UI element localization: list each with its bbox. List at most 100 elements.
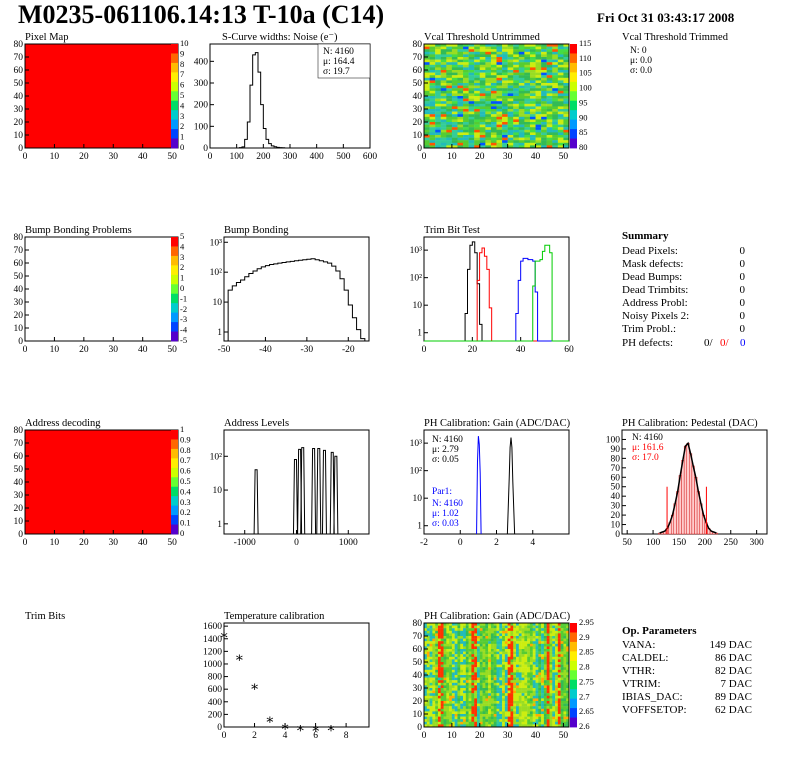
ph-gain-map-cell bbox=[440, 698, 444, 702]
ph-gain-map-cell bbox=[488, 708, 492, 712]
ph-gain-map-cell bbox=[513, 651, 517, 655]
ph-gain-map-cell bbox=[432, 706, 436, 709]
ph-gain-map-cell bbox=[463, 724, 467, 728]
ph-gain-map-cell bbox=[485, 625, 489, 629]
ph-gain-map-cell bbox=[496, 695, 500, 699]
vcal-cell bbox=[541, 83, 547, 86]
ph-gain-map-cell bbox=[538, 659, 542, 663]
ph-gain-map-cell bbox=[555, 654, 559, 657]
vcal-cell bbox=[468, 109, 475, 112]
vcal-cell bbox=[474, 101, 480, 104]
ph-gain-map-cell bbox=[488, 643, 492, 647]
vcal-cell bbox=[451, 103, 458, 107]
vcal-cell bbox=[490, 140, 497, 143]
ph-gain-map-cell bbox=[549, 685, 553, 689]
ph-gain-map-cell bbox=[538, 714, 542, 717]
bump-problems-xtick-label: 40 bbox=[138, 345, 148, 355]
ph-gain-map-cell bbox=[563, 669, 567, 673]
ph-gain-map-cell bbox=[460, 669, 464, 673]
ph-gain-map-cell bbox=[563, 701, 567, 704]
ph-gain-map-cell bbox=[529, 630, 533, 634]
ph-gain-map-cell bbox=[513, 630, 517, 634]
ph-gain-map-cell bbox=[538, 706, 542, 709]
ph-gain-map-cell bbox=[549, 708, 553, 712]
ph-gain-map-cell bbox=[446, 682, 450, 686]
bump-problems-palette-label: -2 bbox=[180, 304, 187, 314]
vcal-cell bbox=[535, 62, 542, 65]
ph-gain-map-cell bbox=[524, 638, 528, 642]
vcal-cell bbox=[496, 46, 503, 50]
vcal-cell bbox=[424, 103, 430, 107]
ph-gain-map-cell bbox=[468, 680, 472, 683]
vcal-cell bbox=[546, 140, 553, 143]
ph-gain-map-cell bbox=[507, 651, 511, 655]
ph-gain-map-cell bbox=[471, 706, 475, 709]
ph-gain-map-cell bbox=[440, 656, 444, 660]
ph-gain-map-cell bbox=[560, 662, 564, 665]
ph-gain-map-cell bbox=[496, 672, 500, 676]
vcal-cell bbox=[490, 116, 497, 120]
ph-gain-map-cell bbox=[440, 716, 444, 720]
vcal-cell bbox=[529, 116, 536, 120]
bump-problems-palette-label: 4 bbox=[180, 241, 185, 251]
vcal-untrimmed-xtick-label: 0 bbox=[422, 152, 427, 162]
vcal-untrimmed-xtick-label: 10 bbox=[447, 152, 457, 162]
ph-gain-map-cell bbox=[546, 667, 550, 670]
ph-gain-map-cell bbox=[566, 623, 570, 626]
ph-gain-map-cell bbox=[463, 688, 467, 691]
ph-gain-map-cell bbox=[524, 625, 528, 629]
vcal-cell bbox=[468, 70, 475, 73]
vcal-cell bbox=[424, 64, 430, 68]
ph-gain-map-cell bbox=[457, 630, 461, 634]
vcal-palette-label: 85 bbox=[579, 127, 588, 137]
trim-bit-test-xtick-label: 0 bbox=[422, 345, 427, 355]
ph-gain-map-cell bbox=[488, 664, 492, 668]
vcal-cell bbox=[440, 132, 447, 136]
vcal-cell bbox=[507, 101, 514, 104]
ph-gain-map-cell bbox=[557, 636, 561, 639]
ph-gain-map-cell bbox=[555, 693, 559, 696]
ph-gain-map-cell bbox=[524, 656, 528, 660]
ph-gain-map-cell bbox=[541, 636, 545, 639]
ph-gain-map-cell bbox=[457, 664, 461, 668]
ph-gain-map-cell bbox=[516, 669, 520, 673]
vcal-cell bbox=[429, 101, 436, 104]
vcal-cell bbox=[507, 119, 514, 123]
ph-gain-map-cell bbox=[513, 625, 517, 629]
ph-gain-map-cell bbox=[429, 656, 433, 660]
vcal-cell bbox=[479, 64, 486, 68]
summary-ph-label: PH defects: bbox=[622, 337, 673, 349]
vcal-cell bbox=[468, 127, 475, 130]
ph-gain-map-cell bbox=[460, 719, 464, 722]
ph-gain-map-cell bbox=[499, 656, 503, 660]
ph-gain-map-cell bbox=[513, 646, 517, 650]
ph-gain-map-cell bbox=[451, 724, 455, 728]
vcal-cell bbox=[468, 54, 475, 58]
vcal-cell bbox=[463, 59, 469, 63]
ph-gain-map-cell bbox=[424, 675, 427, 678]
vcal-cell bbox=[468, 77, 475, 81]
vcal-cell bbox=[518, 109, 525, 112]
vcal-cell bbox=[502, 106, 508, 110]
vcal-cell bbox=[435, 46, 441, 50]
bump-bonding-ytick-label: 10 bbox=[213, 298, 223, 308]
vcal-cell bbox=[424, 80, 430, 84]
vcal-cell bbox=[457, 93, 464, 97]
ph-gain-map-cell bbox=[529, 716, 533, 720]
vcal-cell bbox=[507, 88, 514, 91]
ph-gain-map-palette-label: 2.7 bbox=[579, 691, 590, 701]
vcal-cell bbox=[474, 70, 480, 73]
temperature-point: ∗ bbox=[250, 680, 260, 695]
ph-gain-xtick-label: -2 bbox=[420, 538, 428, 548]
vcal-cell bbox=[440, 122, 447, 125]
bump-problems-heat bbox=[25, 237, 178, 341]
ph-gain-map-cell bbox=[524, 651, 528, 655]
ph-gain-map-cell bbox=[449, 688, 453, 691]
ph-gain-map-cell bbox=[454, 630, 458, 634]
ph-gain-map-cell bbox=[535, 649, 539, 652]
temperature-ytick-label: 0 bbox=[217, 723, 222, 733]
ph-gain-map-cell bbox=[457, 711, 461, 715]
ph-gain-map-cell bbox=[446, 714, 450, 717]
ph-gain-map-cell bbox=[474, 690, 478, 694]
ph-gain-map-cell bbox=[465, 708, 469, 712]
